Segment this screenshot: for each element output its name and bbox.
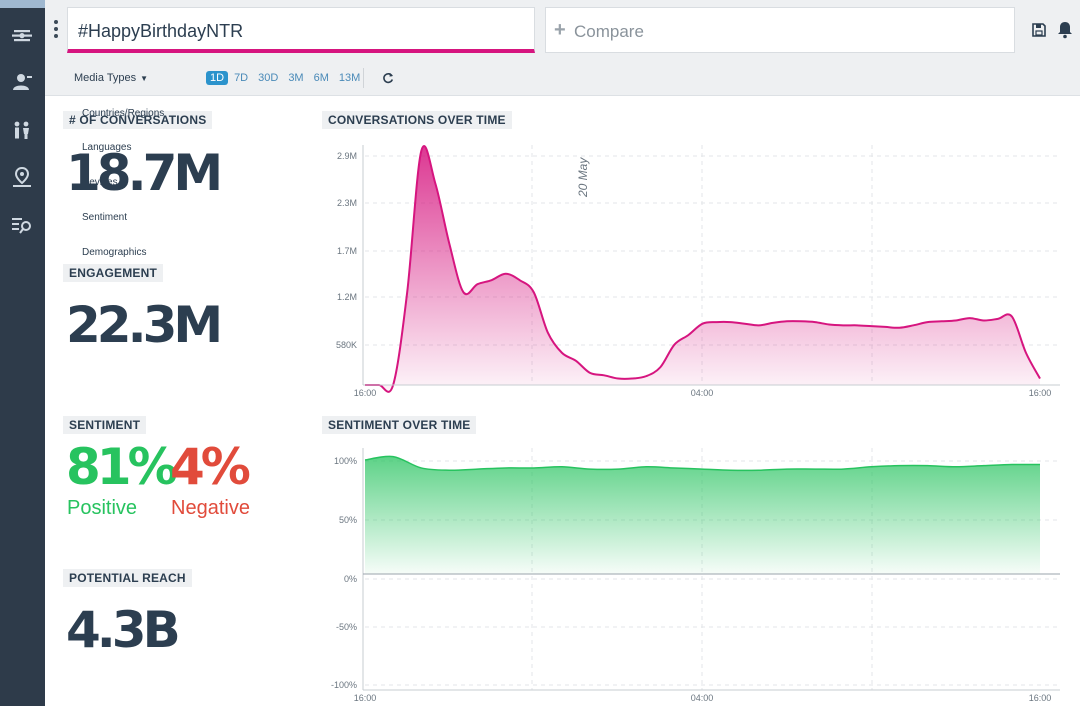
- sentiment-chart: 100% 50% 0% -50% -100% 16:00 04:00 16:00: [331, 448, 1060, 703]
- save-icon[interactable]: [1031, 22, 1047, 38]
- series-line: [364, 455, 1041, 472]
- x-tick-label: 04:00: [691, 693, 714, 703]
- range-3m[interactable]: 3M: [288, 72, 304, 84]
- range-6m[interactable]: 6M: [313, 72, 329, 84]
- conversations-label: # OF CONVERSATIONS: [63, 111, 213, 129]
- y-tick-label: 100%: [334, 456, 357, 466]
- x-tick-label: 16:00: [354, 388, 377, 398]
- series-line: [364, 145, 1041, 393]
- sidebar-top-tab[interactable]: [0, 0, 45, 8]
- conversations-chart-title: CONVERSATIONS OVER TIME: [322, 111, 512, 129]
- toolbar-divider: [363, 68, 364, 88]
- caret-down-icon: ▼: [140, 74, 149, 83]
- reach-label: POTENTIAL REACH: [63, 569, 192, 587]
- x-tick-label: 16:00: [1029, 693, 1052, 703]
- y-tick-label: -50%: [336, 622, 357, 632]
- range-selector: 1D 7D 30D 3M 6M 13M: [206, 71, 366, 85]
- reach-value: 4.3B: [66, 601, 181, 659]
- y-tick-label: -100%: [331, 680, 357, 690]
- sentiment-chart-title: SENTIMENT OVER TIME: [322, 416, 477, 434]
- y-tick-label: 0%: [344, 574, 357, 584]
- series-area: [365, 456, 1040, 574]
- media-types-label: Media Types: [74, 72, 137, 84]
- search-value: #HappyBirthdayNTR: [78, 21, 244, 41]
- more-menu-icon[interactable]: [53, 20, 59, 40]
- y-tick-label: 2.9M: [337, 151, 357, 161]
- negative-label: Negative: [171, 497, 250, 519]
- negative-value: 4%: [170, 438, 251, 496]
- media-types-dropdown[interactable]: Media Types ▼: [74, 72, 148, 84]
- location-icon[interactable]: [10, 166, 34, 190]
- menu-item-countries[interactable]: Countries/Regions: [82, 108, 165, 119]
- y-tick-label: 2.3M: [337, 198, 357, 208]
- menu-item-devices[interactable]: Devices: [82, 177, 118, 188]
- range-7d[interactable]: 7D: [234, 72, 249, 84]
- sidebar: [0, 0, 45, 706]
- x-tick-label: 04:00: [691, 388, 714, 398]
- positive-value: 81%: [66, 438, 178, 496]
- refresh-icon[interactable]: [382, 71, 394, 84]
- range-30d[interactable]: 30D: [258, 72, 279, 84]
- date-annotation: 20 May: [576, 157, 590, 198]
- plus-icon: +: [554, 19, 566, 41]
- bell-icon[interactable]: [1057, 21, 1073, 39]
- series-area: [365, 146, 1040, 392]
- search-list-icon[interactable]: [10, 213, 34, 237]
- topics-icon[interactable]: [10, 24, 34, 48]
- x-tick-label: 16:00: [354, 693, 377, 703]
- compare-input[interactable]: + Compare: [545, 7, 1015, 53]
- sentiment-label: SENTIMENT: [63, 416, 147, 434]
- users-icon[interactable]: [10, 70, 34, 94]
- positive-label: Positive: [67, 497, 138, 519]
- engagement-label: ENGAGEMENT: [63, 264, 164, 282]
- y-tick-label: 50%: [339, 515, 357, 525]
- topbar: #HappyBirthdayNTR + Compare Media Types ▼…: [45, 0, 1080, 96]
- menu-item-languages[interactable]: Languages: [82, 142, 132, 153]
- demographics-icon[interactable]: [10, 119, 34, 143]
- x-tick-label: 16:00: [1029, 388, 1052, 398]
- conversations-chart: 2.9M 2.3M 1.7M 1.2M 580K 16:00 04:00 16:00 20 Ma…: [336, 145, 1060, 398]
- engagement-value: 22.3M: [66, 296, 223, 354]
- range-13m[interactable]: 13M: [338, 72, 361, 84]
- conversations-value: 18.7M: [66, 144, 223, 202]
- range-1d[interactable]: 1D: [206, 71, 229, 85]
- menu-item-demographics[interactable]: Demographics: [82, 247, 147, 258]
- search-input[interactable]: #HappyBirthdayNTR: [67, 7, 535, 53]
- menu-item-sentiment[interactable]: Sentiment: [82, 212, 128, 223]
- y-tick-label: 580K: [336, 340, 357, 350]
- y-tick-label: 1.2M: [337, 292, 357, 302]
- y-tick-label: 1.7M: [337, 246, 357, 256]
- compare-placeholder: Compare: [574, 22, 644, 41]
